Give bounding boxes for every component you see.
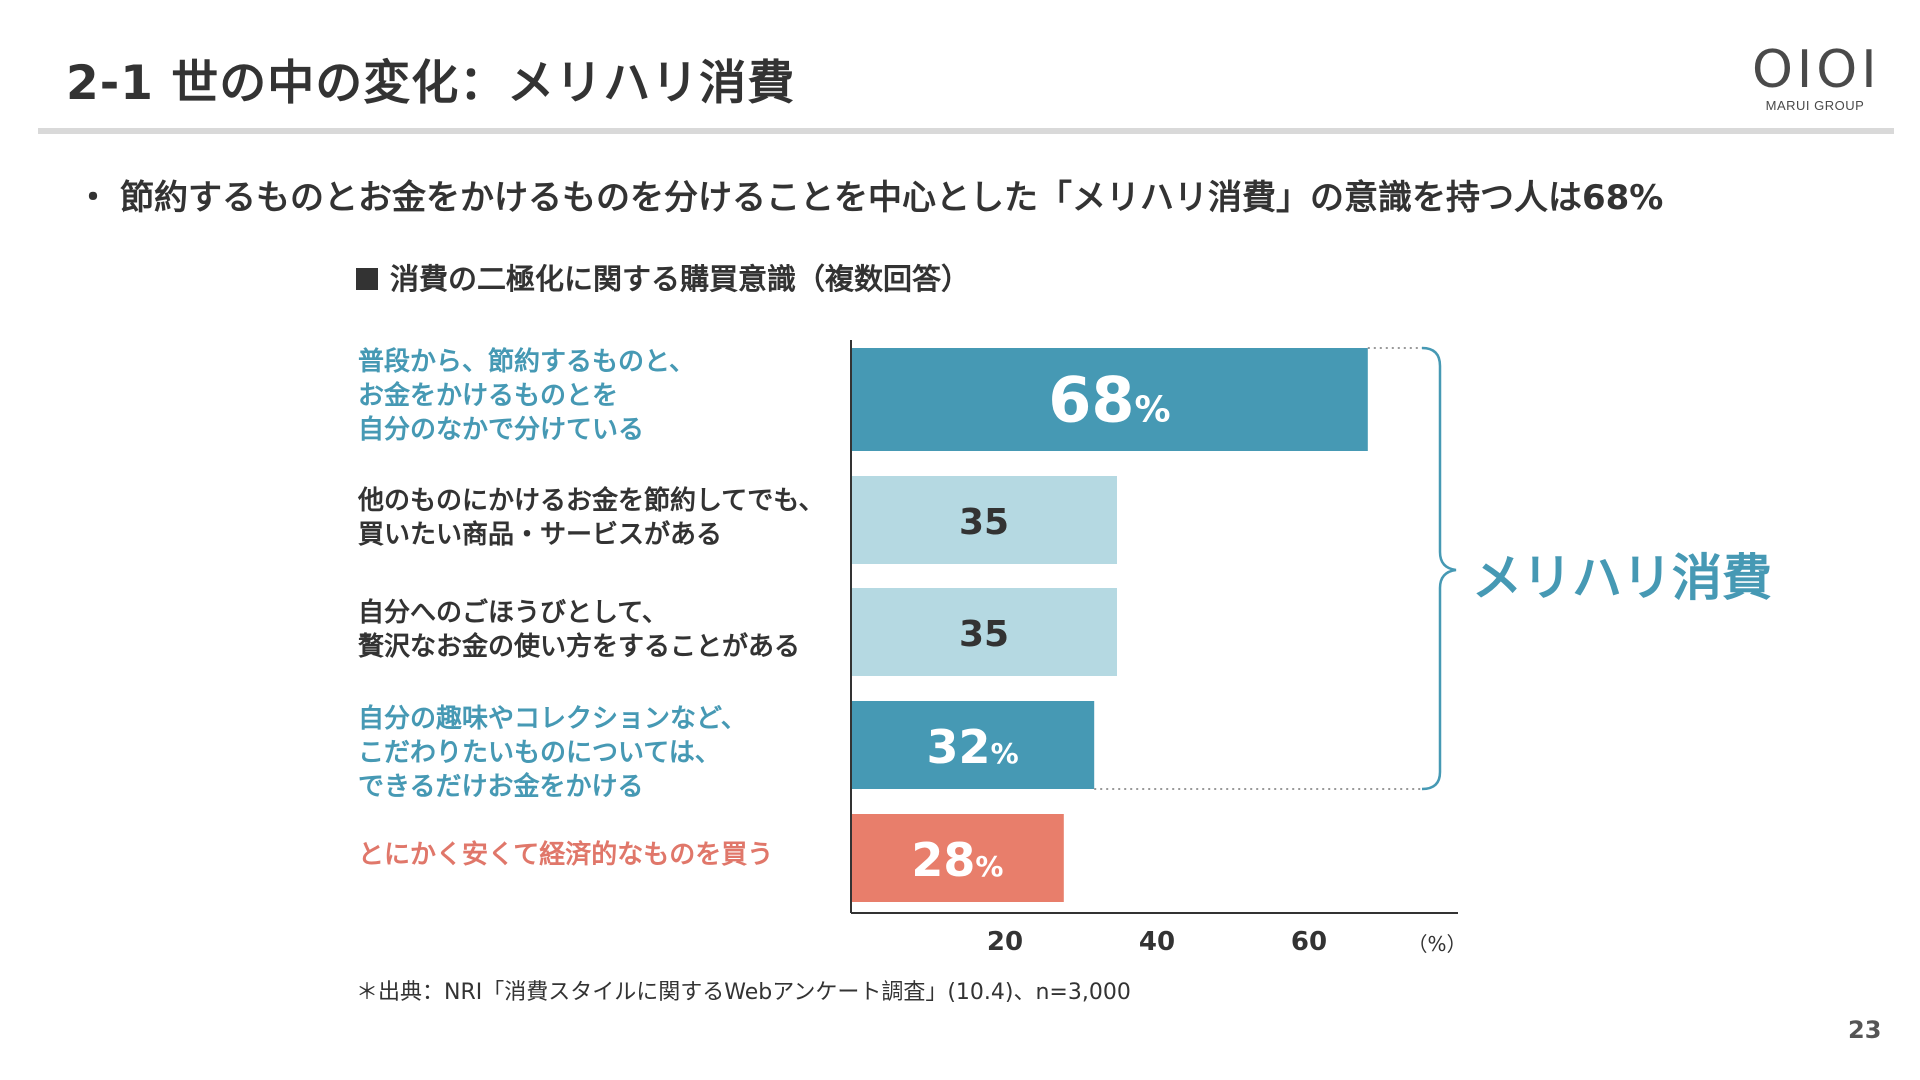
- x-tick-label-2: 40: [1139, 927, 1175, 957]
- bar-5: [851, 814, 1064, 902]
- category-label-1: 普段から、節約するものと、 お金をかけるものとを 自分のなかで分けている: [358, 347, 695, 445]
- bracket-label: メリハリ消費: [1472, 549, 1772, 607]
- logo-mark: OIOI: [1752, 40, 1881, 100]
- bar-1: [851, 348, 1368, 451]
- curly-bracket: [1421, 346, 1457, 791]
- chart-title: 消費の二極化に関する購買意識（複数回答）: [356, 256, 970, 298]
- x-axis-unit: （%）: [1407, 932, 1466, 956]
- bar-value-unit-4: %: [991, 737, 1019, 770]
- marui-group-logo: OIOI MARUI GROUP: [1752, 44, 1878, 113]
- source-note: ＊出典：NRI「消費スタイルに関するWebアンケート調査」(10.4)、n=3,…: [356, 980, 1131, 1005]
- title-divider: [38, 128, 1894, 134]
- bar-value-unit-1: %: [1135, 390, 1171, 431]
- logo-subtitle: MARUI GROUP: [1765, 98, 1865, 113]
- x-tick-label-1: 20: [987, 927, 1023, 957]
- bar-2: [851, 476, 1117, 564]
- square-bullet-icon: [356, 268, 378, 290]
- bar-4: [851, 701, 1095, 789]
- bar-value-unit-5: %: [975, 850, 1003, 883]
- page-number: 23: [1848, 1016, 1882, 1044]
- key-message-text: 節約するものとお金をかけるものを分けることを中心とした「メリハリ消費」の意識を持…: [120, 178, 1664, 218]
- page-title: 2-1 世の中の変化：メリハリ消費: [66, 56, 796, 111]
- category-label-5: とにかく安くて経済的なものを買う: [358, 840, 774, 870]
- category-label-3: 自分へのごほうびとして、 贅沢なお金の使い方をすることがある: [358, 598, 801, 662]
- bar-3: [851, 588, 1117, 676]
- category-label-4: 自分の趣味やコレクションなど、 こだわりたいものについては、 できるだけお金をか…: [358, 704, 747, 802]
- bar-value-label-3: 35: [959, 614, 1009, 655]
- bar-value-label-2: 35: [959, 502, 1009, 543]
- bullet-dot: ・: [76, 178, 110, 218]
- x-tick-label-3: 60: [1291, 927, 1327, 957]
- key-message: ・節約するものとお金をかけるものを分けることを中心とした「メリハリ消費」の意識を…: [76, 170, 1663, 219]
- category-label-2: 他のものにかけるお金を節約してでも、 買いたい商品・サービスがある: [358, 486, 825, 550]
- chart-title-text: 消費の二極化に関する購買意識（複数回答）: [390, 262, 971, 296]
